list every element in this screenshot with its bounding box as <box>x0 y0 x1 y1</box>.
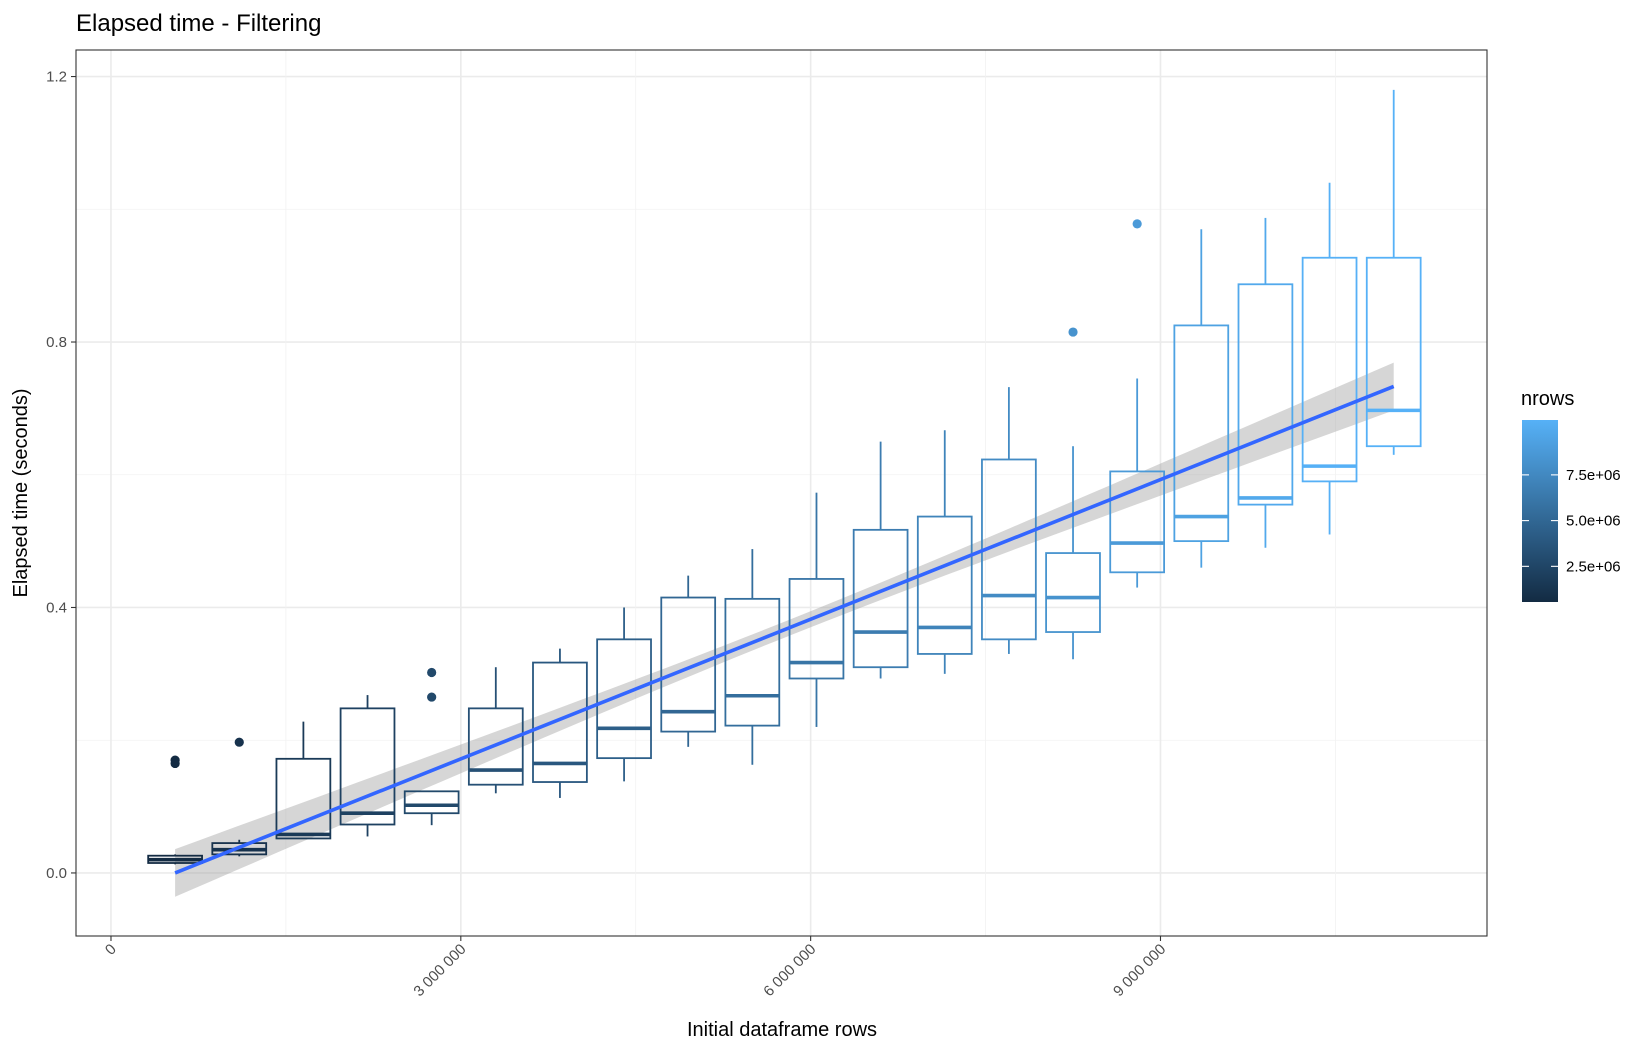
boxplot-box <box>467 707 524 786</box>
boxplot-box <box>1301 256 1358 483</box>
boxplot-box <box>916 515 973 655</box>
boxplot <box>916 430 973 674</box>
boxplot <box>1045 327 1101 660</box>
boxplot-box <box>339 707 396 826</box>
boxplot <box>1301 182 1358 535</box>
boxplot-box <box>660 596 717 733</box>
boxplot <box>467 667 524 794</box>
chart-title: Elapsed time - Filtering <box>76 10 321 37</box>
legend-tick-label: 5.0e+06 <box>1566 513 1621 530</box>
boxplot <box>1173 229 1230 568</box>
x-tick-label: 9 000 000 <box>1110 941 1169 1000</box>
x-axis-title: Initial dataframe rows <box>687 1019 877 1041</box>
boxplot <box>403 667 460 826</box>
boxplot-box <box>275 757 332 840</box>
boxplot-box <box>403 790 460 815</box>
boxplot <box>981 387 1037 654</box>
boxplot-box <box>1237 283 1294 506</box>
boxplot <box>1237 217 1294 548</box>
y-tick-label: 0.4 <box>46 599 67 616</box>
legend-colorbar <box>1522 420 1558 602</box>
boxplot-outlier <box>427 667 437 678</box>
boxplot <box>1109 219 1166 588</box>
boxplot <box>852 441 909 679</box>
boxplot <box>211 737 268 857</box>
boxplot-box <box>1109 470 1166 574</box>
boxplot <box>532 648 588 798</box>
boxplot-box <box>1365 256 1422 448</box>
y-tick-label: 1.2 <box>46 69 67 86</box>
color-legend: nrows 2.5e+06 5.0e+06 7.5e+06 <box>1521 388 1621 602</box>
boxplot-outlier <box>427 692 437 702</box>
y-tick-label: 0.0 <box>46 865 67 882</box>
legend-title: nrows <box>1521 388 1574 410</box>
legend-tick-label: 7.5e+06 <box>1566 467 1621 484</box>
y-tick-label: 0.8 <box>46 334 67 351</box>
legend-tick-label: 2.5e+06 <box>1566 558 1621 575</box>
boxplot-box <box>724 597 781 727</box>
boxplot-box <box>852 528 909 669</box>
trend-line-group <box>174 384 1395 875</box>
boxplot <box>596 607 652 782</box>
x-tick-label: 6 000 000 <box>760 941 819 1000</box>
boxplot-box <box>1045 552 1101 633</box>
boxplot <box>147 755 203 865</box>
boxplot-box <box>596 638 652 760</box>
boxplot <box>724 549 781 765</box>
gridlines <box>76 50 1487 936</box>
boxplot <box>275 721 332 840</box>
boxplot-box <box>1173 324 1230 543</box>
boxplot-outlier <box>1068 327 1078 337</box>
trend-line <box>174 384 1395 875</box>
legend-ticks: 2.5e+06 5.0e+06 7.5e+06 <box>1522 467 1621 575</box>
boxplot <box>1365 89 1422 455</box>
boxplot-outlier <box>234 737 244 747</box>
boxplot <box>339 695 396 837</box>
plot-panel-border <box>75 49 1488 937</box>
boxplot <box>660 575 717 747</box>
boxplot-outlier <box>170 758 180 769</box>
boxplots <box>147 89 1422 865</box>
boxplot-outlier <box>1132 219 1142 229</box>
y-axis-title: Elapsed time (seconds) <box>10 389 32 598</box>
x-tick-label: 3 000 000 <box>410 941 469 1000</box>
boxplot-box <box>532 661 588 783</box>
x-tick-label: 0 <box>102 941 120 959</box>
